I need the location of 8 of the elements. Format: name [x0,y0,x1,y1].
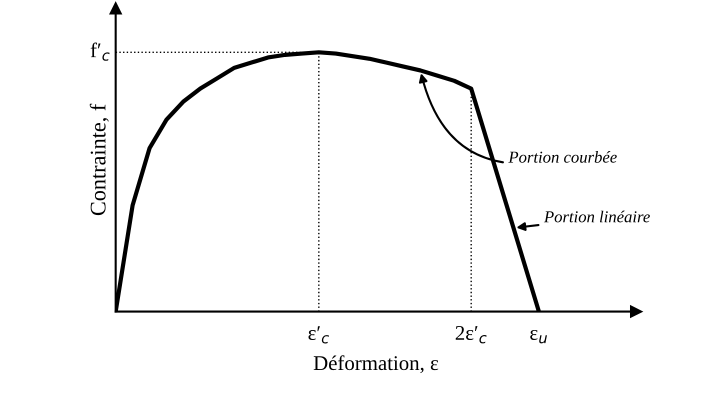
x-tick-label: ε$_{u}$ [530,330,547,344]
ref-line-label: f′$_{c}$ [90,42,110,61]
x-tick-label: 2ε′$_{c}$ [456,326,487,344]
x-tick-label: ε′$_{c}$ [308,326,330,344]
annotation: Portion linéaire [544,210,650,222]
y-axis-title: Contrainte, f [90,104,109,216]
annotation: Portion courbée [508,151,617,163]
x-axis-title: Déformation, ε [314,355,438,374]
